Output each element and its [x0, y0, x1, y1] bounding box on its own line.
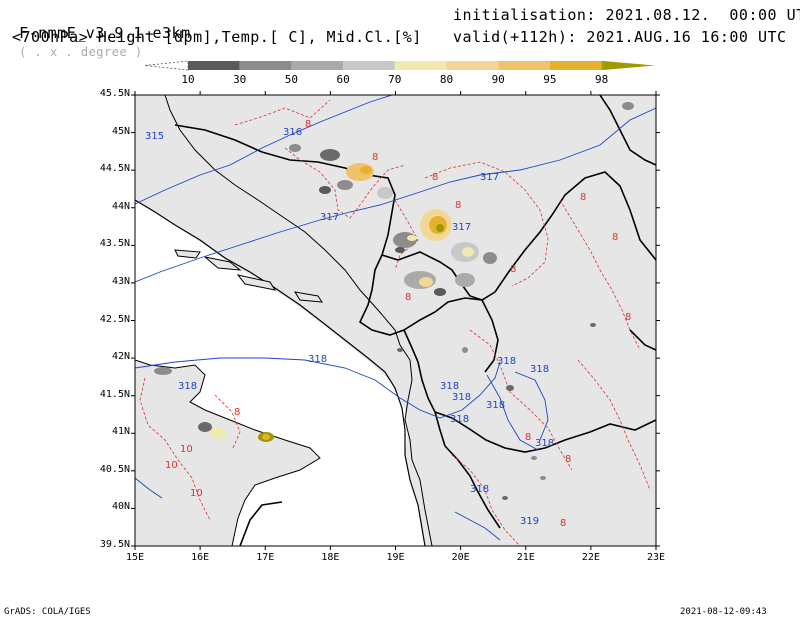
height-contour-label: 316	[283, 127, 302, 138]
island	[293, 291, 323, 303]
lat-label: 43.5N	[99, 238, 130, 250]
temp-contour-label: 8	[560, 518, 566, 529]
temp-contour-label: 8	[525, 432, 531, 443]
colorbar-segment	[343, 61, 395, 70]
lat-label: 39.5N	[99, 539, 130, 550]
axis-ticks	[131, 91, 660, 550]
lon-label: 20E	[451, 552, 470, 563]
lon-label: 17E	[256, 552, 275, 563]
temp-contours	[139, 99, 651, 546]
temp-contour-label: 8	[455, 200, 461, 211]
lon-label: 16E	[191, 552, 210, 563]
italy-land	[135, 359, 321, 546]
init-time: initialisation: 2021.08.12. 00:00 UTC	[453, 6, 800, 24]
colorbar-end-arrow	[603, 61, 655, 70]
temp-contour-label: 8	[405, 292, 411, 303]
height-contour-label: 318	[470, 484, 489, 495]
colorbar-segment	[291, 61, 344, 70]
valid-time: valid(+112h): 2021.AUG.16 16:00 UTC	[453, 28, 787, 46]
height-contour-label: 318	[450, 414, 469, 425]
lon-label: 22E	[581, 552, 600, 563]
height-contour-label: 318	[486, 400, 505, 411]
model-name: F-nmmE_v3.9.1-e3km	[19, 24, 191, 42]
footer-timestamp: 2021-08-12-09:43	[680, 607, 767, 617]
lat-label: 45.5N	[99, 88, 130, 99]
temp-contour-label: 8	[625, 312, 631, 323]
colorbar-label: 80	[439, 73, 454, 86]
colorbar-segment	[498, 61, 550, 70]
parameters: <700hPa> Height [dpm],Temp.[ C], Mid.Cl.…	[12, 28, 422, 46]
height-contour-label: 317	[452, 222, 471, 233]
lat-label: 41.5N	[99, 388, 130, 400]
temp-contour-label: 8	[612, 232, 618, 243]
colorbar-segment	[239, 61, 292, 70]
temp-contour-label: 10	[180, 444, 193, 455]
temp-contour-label: 8	[372, 152, 378, 163]
colorbar-start-arrow	[144, 60, 189, 71]
temp-contour-label: 8	[305, 119, 311, 130]
colorbar-segment	[446, 61, 499, 70]
lat-label: 43N	[111, 275, 130, 287]
temp-contour-label: 8	[234, 407, 240, 418]
model-title: F-nmmE_v3.9.1-e3km ( . x . degree )	[0, 6, 191, 60]
temp-contour-label: 8	[580, 192, 586, 203]
footer-credit: GrADS: COLA/IGES	[4, 607, 91, 617]
height-contour-label: 317	[480, 172, 499, 183]
height-contour-label: 319	[520, 516, 539, 527]
temp-contour-label: 8	[510, 264, 516, 275]
colorbar-label: 50	[284, 73, 299, 86]
lat-label: 40.5N	[99, 463, 130, 475]
model-resolution: ( . x . degree )	[19, 45, 143, 59]
coastline	[135, 199, 426, 546]
north-coast-land	[135, 95, 656, 546]
island	[236, 274, 277, 291]
lon-label: 23E	[646, 552, 666, 563]
temp-contour-label: 8	[565, 454, 571, 465]
height-contour-label: 315	[145, 131, 164, 142]
lon-label: 18E	[321, 552, 340, 563]
lat-label: 45N	[111, 125, 130, 137]
lon-label: 19E	[386, 552, 405, 563]
colorbar-label: 90	[491, 73, 505, 86]
colorbar-segment	[601, 61, 604, 70]
colorbar-label: 10	[181, 73, 195, 86]
cloud-cover	[154, 102, 634, 500]
island	[174, 249, 201, 259]
colorbar-segment	[394, 61, 447, 70]
lat-label: 41N	[111, 426, 130, 438]
lat-label: 42.5N	[99, 313, 130, 325]
lat-label: 44N	[111, 200, 130, 212]
colorbar-label: 60	[336, 73, 350, 86]
height-contour-label: 318	[452, 392, 471, 403]
colorbar-label: 95	[543, 73, 557, 86]
country-borders	[174, 95, 656, 546]
temp-contour-label: 10	[190, 488, 203, 499]
colorbar-label: 30	[233, 73, 247, 86]
temp-contour-label: 8	[432, 172, 438, 183]
colorbar-label: 70	[388, 73, 402, 86]
colorbar-label: 98	[594, 73, 609, 86]
lon-label: 21E	[516, 552, 535, 563]
height-contours	[135, 95, 656, 541]
height-contour-label: 318	[308, 354, 327, 365]
island	[204, 256, 242, 271]
height-contour-label: 318	[530, 364, 549, 375]
height-contour-label: 318	[497, 356, 516, 367]
temp-contour-label: 10	[165, 460, 178, 471]
height-contour-label: 318	[440, 381, 459, 392]
lon-label: 15E	[125, 552, 145, 563]
colorbar	[144, 60, 655, 71]
height-contour-label: 318	[535, 438, 554, 449]
colorbar-segment	[549, 61, 602, 70]
lat-label: 42N	[111, 351, 130, 363]
height-contour-label: 317	[320, 212, 339, 223]
height-contour-label: 318	[178, 381, 197, 392]
lat-label: 40N	[111, 501, 130, 513]
colorbar-segment	[188, 61, 240, 70]
lat-label: 44.5N	[99, 163, 130, 175]
